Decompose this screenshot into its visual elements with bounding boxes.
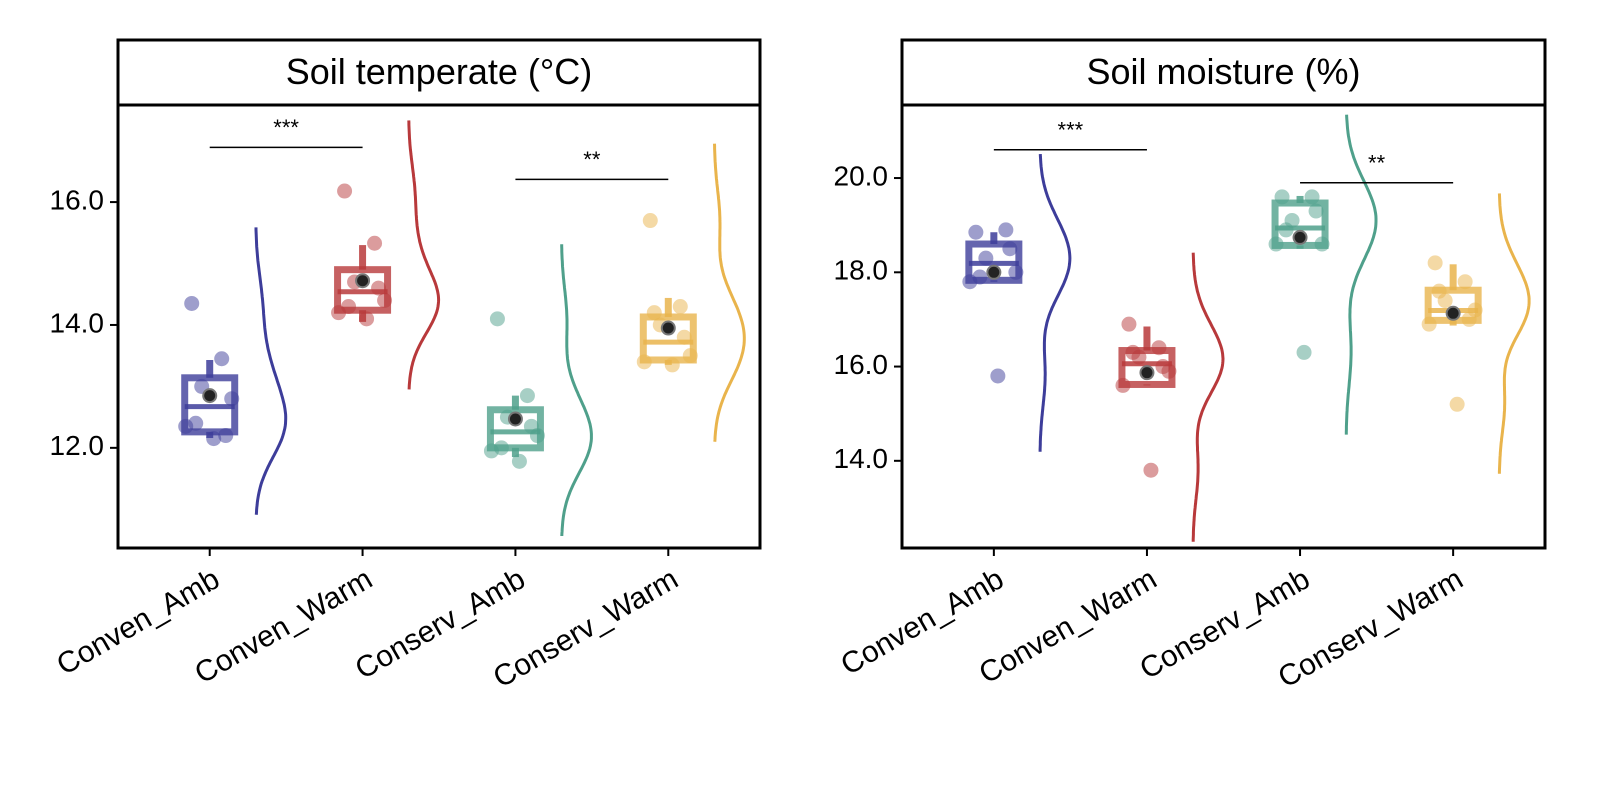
box: [1118, 347, 1176, 388]
data-point: [990, 368, 1006, 384]
box: [639, 313, 697, 364]
data-point: [672, 299, 688, 315]
data-point: [642, 213, 658, 229]
significance-label: **: [1368, 151, 1386, 176]
data-point: [188, 415, 204, 431]
density: [713, 143, 746, 442]
chart-title: Soil moisture (%): [1086, 51, 1360, 92]
density: [1497, 193, 1531, 474]
mean: [986, 264, 1002, 280]
density: [1038, 154, 1072, 452]
density: [254, 227, 288, 515]
y-tick-label: 18.0: [834, 255, 889, 286]
data-point: [998, 222, 1014, 238]
density: [1344, 114, 1378, 435]
data-point: [367, 235, 383, 251]
box: [486, 406, 544, 452]
mean: [1139, 365, 1155, 381]
density: [1191, 252, 1225, 542]
data-point: [1143, 462, 1159, 478]
data-point: [1308, 203, 1324, 219]
y-tick-label: 12.0: [50, 430, 105, 461]
mean: [507, 411, 523, 427]
mean: [1292, 229, 1308, 245]
y-tick-label: 16.0: [834, 349, 889, 380]
density: [407, 120, 441, 390]
mean: [202, 388, 218, 404]
data-point: [337, 183, 353, 199]
data-point: [968, 224, 984, 240]
data-point: [1457, 274, 1473, 290]
data-point: [214, 351, 230, 367]
y-tick-label: 14.0: [50, 307, 105, 338]
mean: [1445, 305, 1461, 321]
y-tick-label: 20.0: [834, 160, 889, 191]
significance-label: ***: [273, 115, 299, 140]
mean: [660, 320, 676, 336]
box: [1271, 199, 1329, 249]
mean: [355, 273, 371, 289]
data-point: [489, 311, 505, 327]
y-tick-label: 14.0: [834, 443, 889, 474]
significance-label: ***: [1058, 118, 1084, 143]
density: [560, 244, 593, 537]
data-point: [1296, 344, 1312, 360]
plot-frame: [116, 103, 762, 550]
data-point: [519, 388, 535, 404]
data-point: [1449, 396, 1465, 412]
significance-label: **: [583, 147, 601, 172]
data-point: [184, 295, 200, 311]
data-point: [1427, 255, 1443, 271]
y-tick-label: 16.0: [50, 184, 105, 215]
data-point: [1121, 316, 1137, 332]
data-point: [511, 453, 527, 469]
plot-frame: [900, 103, 1547, 550]
chart-title: Soil temperate (°C): [286, 51, 593, 92]
